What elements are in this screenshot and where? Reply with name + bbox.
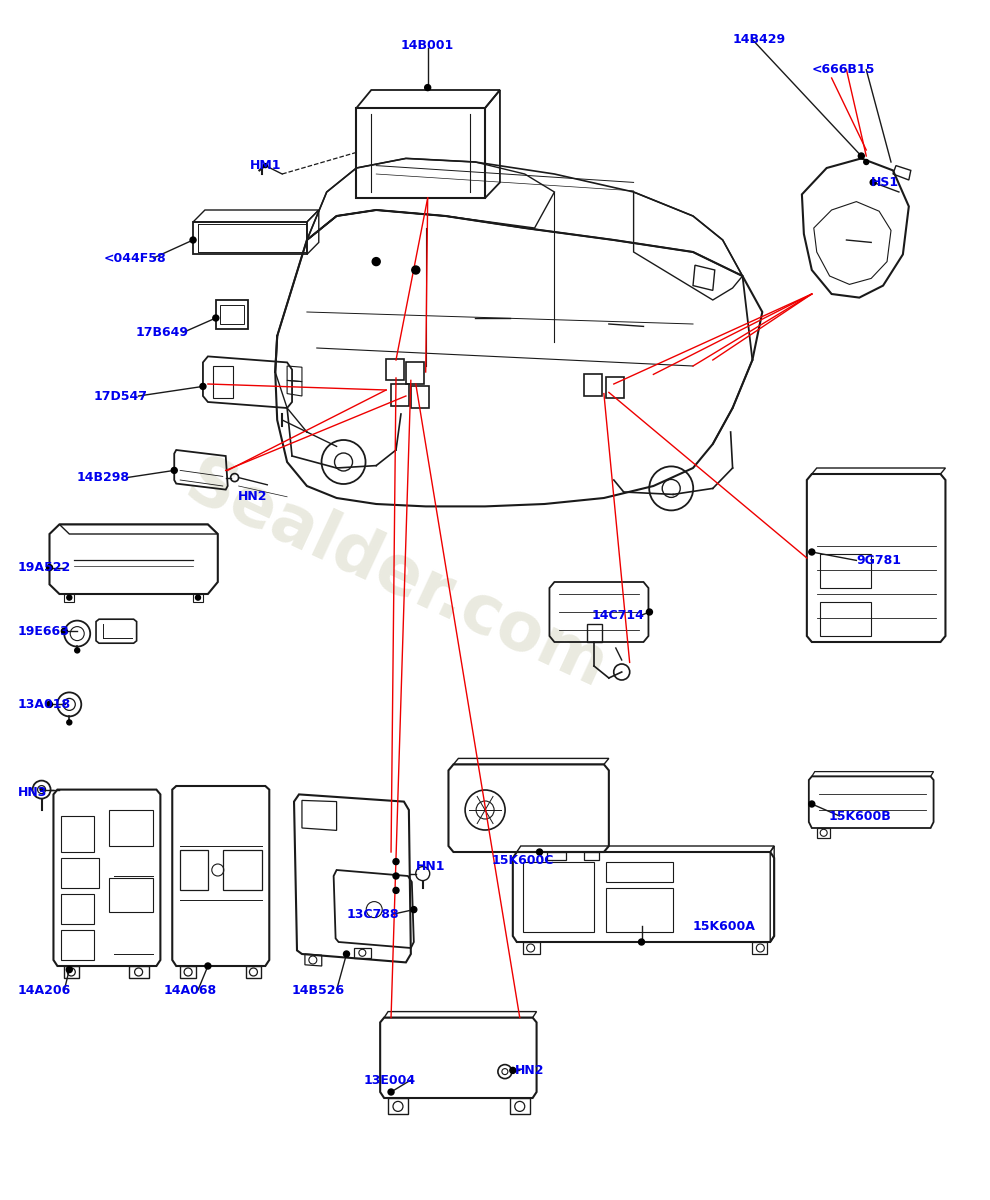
- Text: 14A068: 14A068: [163, 984, 217, 996]
- Text: <666B15: <666B15: [812, 64, 875, 76]
- Text: 14A206: 14A206: [18, 984, 71, 996]
- Circle shape: [66, 595, 72, 600]
- Circle shape: [411, 907, 417, 912]
- Circle shape: [205, 962, 211, 970]
- Circle shape: [863, 160, 869, 164]
- Text: 13C788: 13C788: [346, 908, 399, 920]
- Text: 14B429: 14B429: [733, 34, 786, 46]
- Circle shape: [639, 938, 644, 946]
- Text: 15K600A: 15K600A: [693, 920, 756, 932]
- Circle shape: [537, 850, 543, 854]
- Circle shape: [263, 163, 267, 168]
- Circle shape: [74, 648, 80, 653]
- Text: Sealder.com: Sealder.com: [175, 450, 617, 702]
- Circle shape: [809, 550, 815, 554]
- Circle shape: [200, 383, 206, 389]
- Text: 19A522: 19A522: [18, 562, 71, 574]
- Circle shape: [40, 788, 44, 791]
- Text: 17D547: 17D547: [94, 390, 148, 402]
- Circle shape: [61, 629, 67, 634]
- Circle shape: [213, 314, 219, 320]
- Text: HS1: HS1: [871, 176, 899, 188]
- Circle shape: [47, 565, 52, 571]
- Circle shape: [425, 84, 431, 90]
- Circle shape: [858, 152, 864, 158]
- Text: 17B649: 17B649: [136, 326, 189, 338]
- Text: <044F58: <044F58: [104, 252, 166, 264]
- Text: HN2: HN2: [238, 491, 267, 503]
- Text: HN3: HN3: [18, 786, 48, 798]
- Circle shape: [510, 1068, 516, 1073]
- Text: 13A018: 13A018: [18, 698, 71, 710]
- Text: 14B001: 14B001: [401, 40, 454, 52]
- Circle shape: [171, 467, 177, 474]
- Text: HM1: HM1: [249, 160, 281, 172]
- Circle shape: [393, 874, 399, 878]
- Circle shape: [388, 1090, 394, 1094]
- Circle shape: [393, 859, 399, 864]
- Text: 9G781: 9G781: [856, 554, 901, 566]
- Text: HN1: HN1: [416, 860, 446, 872]
- Circle shape: [870, 179, 876, 185]
- Circle shape: [47, 701, 52, 708]
- Text: 14B526: 14B526: [292, 984, 346, 996]
- Circle shape: [372, 258, 380, 265]
- Text: 14C714: 14C714: [592, 610, 644, 622]
- Circle shape: [344, 950, 349, 958]
- Circle shape: [412, 266, 420, 274]
- Circle shape: [66, 967, 72, 972]
- Circle shape: [190, 236, 196, 242]
- Circle shape: [66, 720, 72, 725]
- Circle shape: [809, 802, 815, 806]
- Text: 15K600C: 15K600C: [492, 854, 554, 866]
- Text: HN2: HN2: [515, 1064, 545, 1076]
- Circle shape: [195, 595, 201, 600]
- Text: 14B298: 14B298: [76, 472, 130, 484]
- Text: 13E004: 13E004: [363, 1074, 416, 1086]
- Text: 15K600B: 15K600B: [829, 810, 891, 822]
- Circle shape: [646, 608, 652, 614]
- Circle shape: [393, 888, 399, 893]
- Text: 19E663: 19E663: [18, 625, 69, 637]
